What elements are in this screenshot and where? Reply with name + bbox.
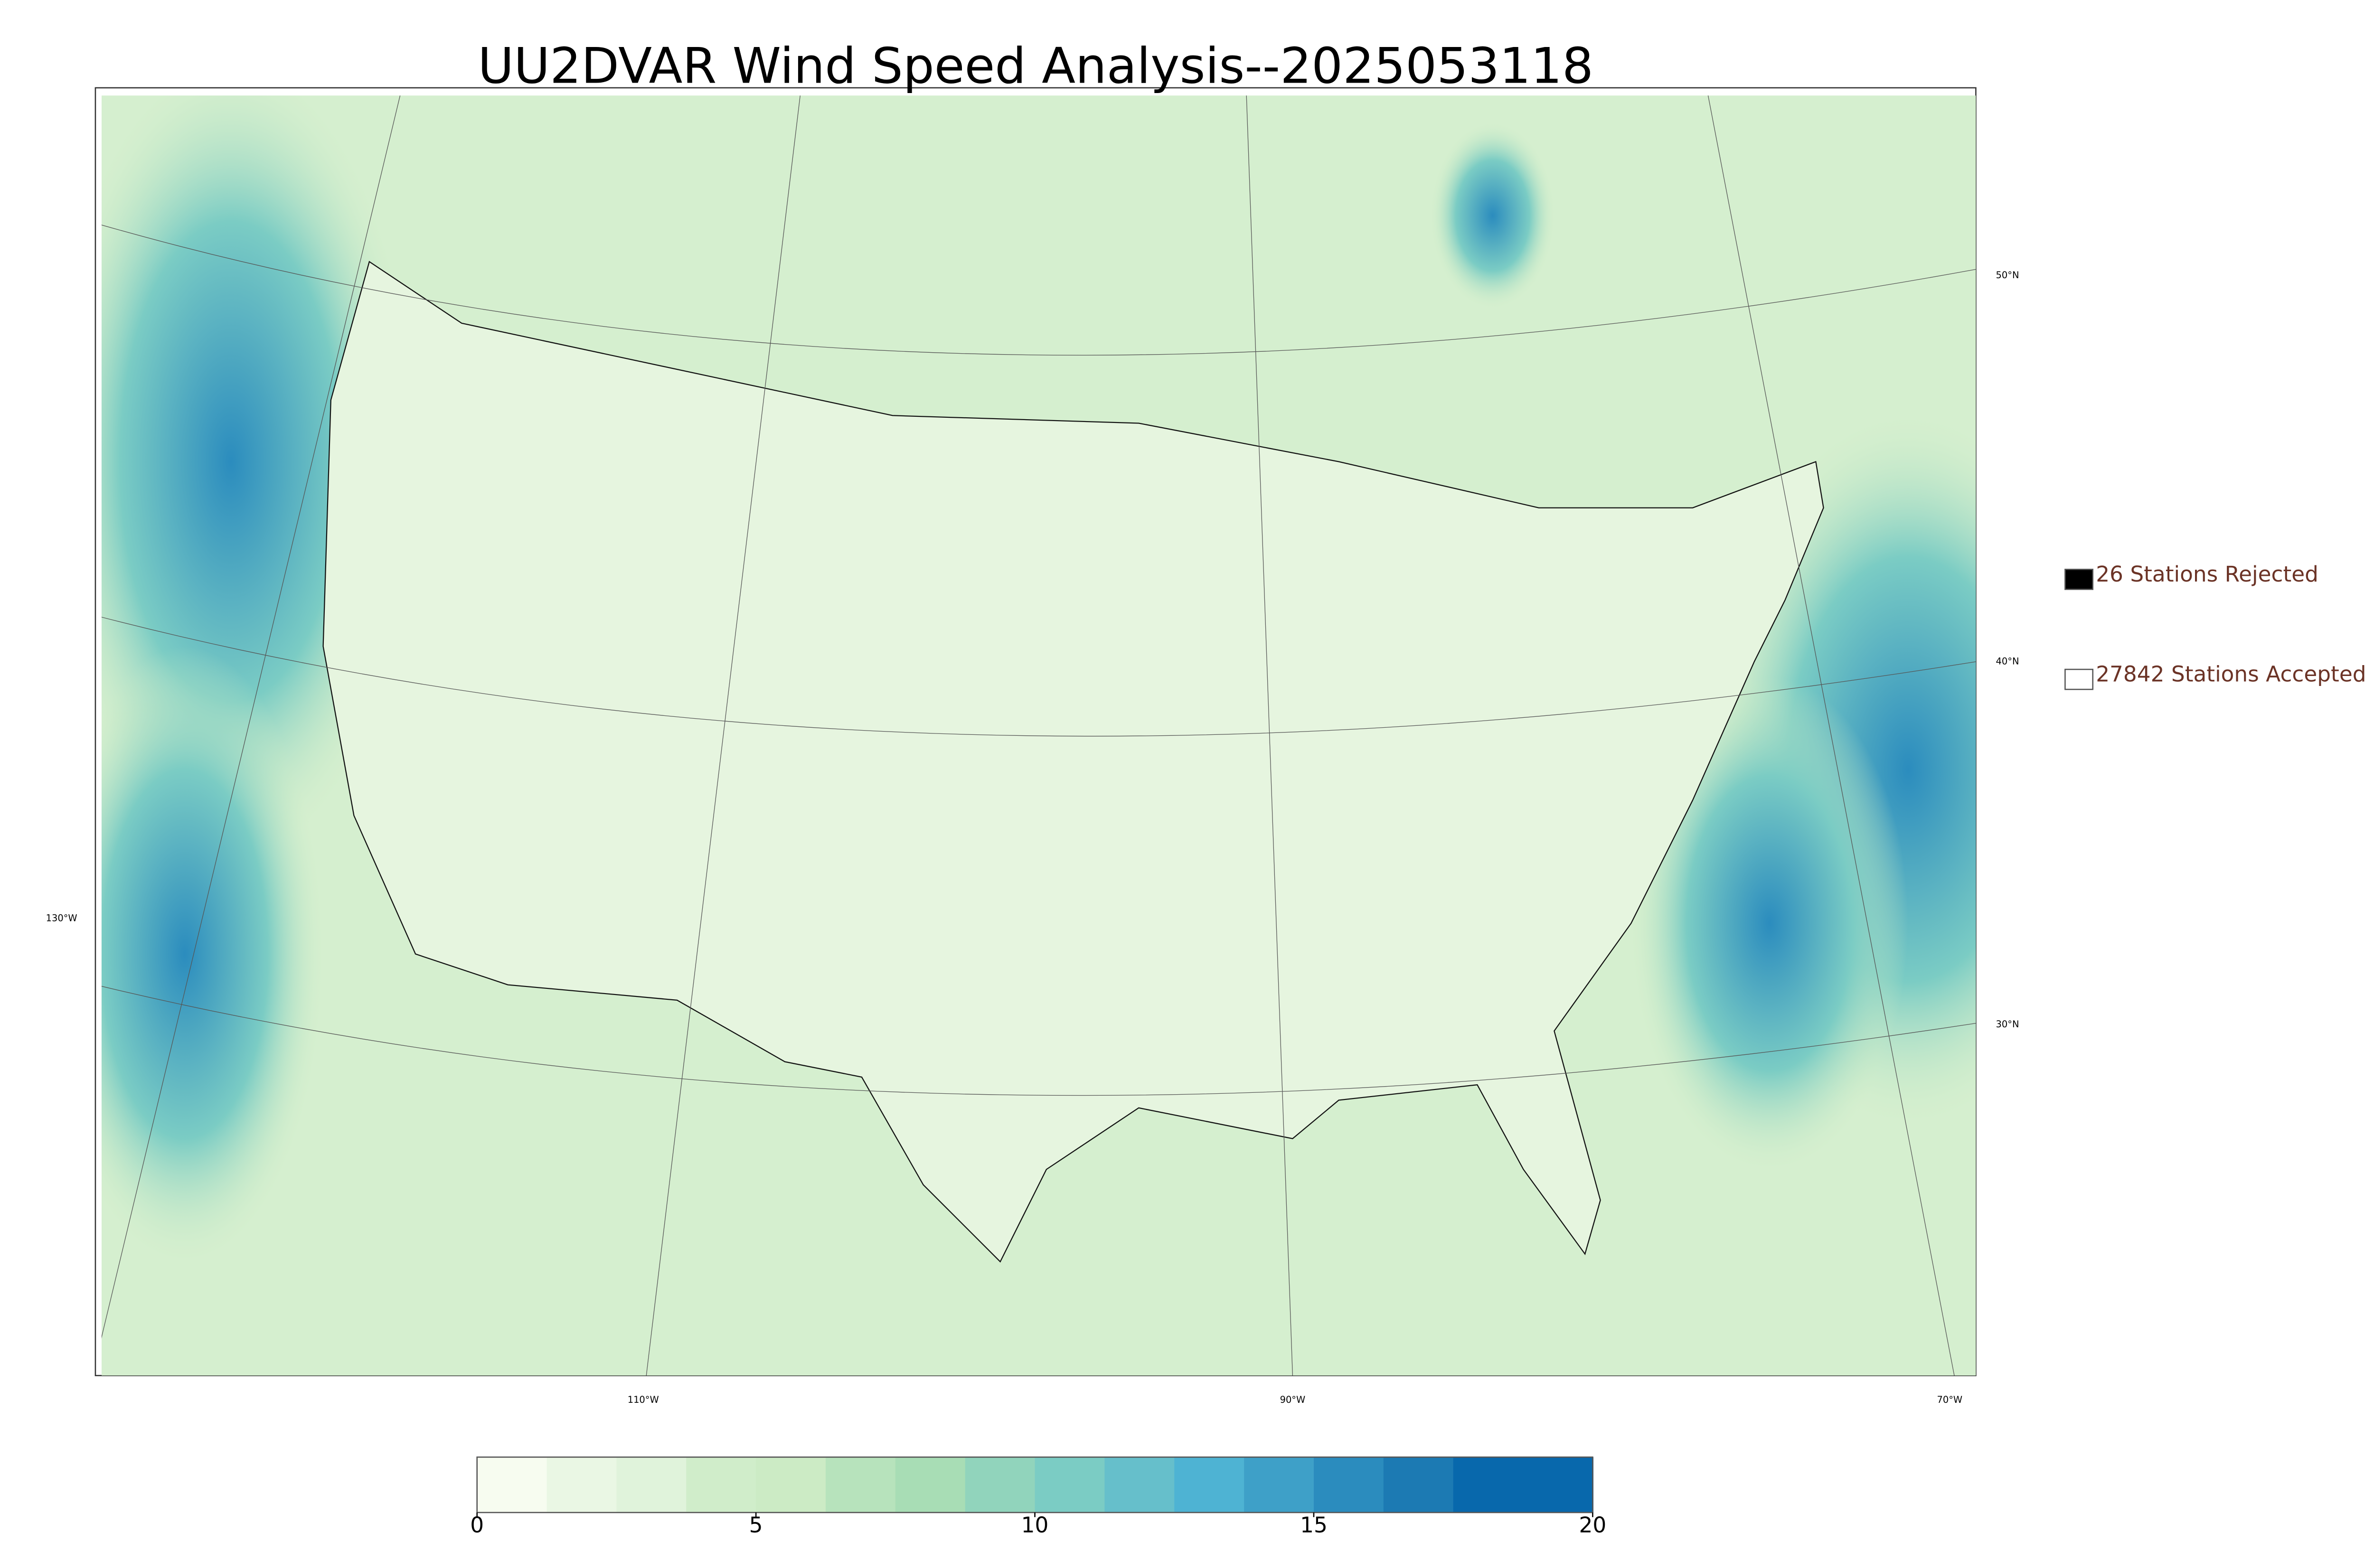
colorbar-band bbox=[1523, 1457, 1594, 1513]
graticule-labels: 50°N 40°N 30°N 130°W 110°W 90°W 70°W bbox=[46, 270, 2019, 1405]
colorbar-tick-label: 5 bbox=[749, 1512, 763, 1538]
colorbar-band bbox=[1453, 1457, 1524, 1513]
colorbar-band bbox=[686, 1457, 757, 1513]
colorbar-band bbox=[1174, 1457, 1245, 1513]
colorbar-band bbox=[1244, 1457, 1315, 1513]
legend: 26 Stations Rejected 27842 Stations Accep… bbox=[2064, 562, 2366, 690]
longitude-label: 110°W bbox=[628, 1394, 659, 1405]
legend-label: 27842 Stations Accepted bbox=[2096, 662, 2366, 687]
colorbar-tick-label: 10 bbox=[1021, 1512, 1049, 1538]
latitude-label: 30°N bbox=[1996, 1019, 2019, 1030]
colorbar-tick-label: 0 bbox=[470, 1512, 484, 1538]
longitude-label: 90°W bbox=[1280, 1394, 1306, 1405]
colorbar-band bbox=[1383, 1457, 1454, 1513]
colorbar-band bbox=[756, 1457, 827, 1513]
legend-label: 26 Stations Rejected bbox=[2096, 562, 2318, 587]
colorbar-band bbox=[616, 1457, 687, 1513]
colorbar-band bbox=[825, 1457, 896, 1513]
longitude-label: 70°W bbox=[1937, 1394, 1962, 1405]
colorbar-band bbox=[1035, 1457, 1106, 1513]
legend-swatch bbox=[2064, 569, 2094, 590]
latitude-label: 50°N bbox=[1996, 270, 2019, 281]
title: UU2DVAR Wind Speed Analysis--2025053118 bbox=[478, 38, 1593, 94]
colorbar-band bbox=[477, 1457, 548, 1513]
colorbar: 0 5 10 15 20 bbox=[470, 1456, 1607, 1538]
colorbar-tick-label: 20 bbox=[1579, 1512, 1607, 1538]
colorbar-band bbox=[895, 1457, 966, 1513]
colorbar-band bbox=[1313, 1457, 1385, 1513]
latitude-label: 40°N bbox=[1996, 656, 2019, 667]
legend-swatch bbox=[2064, 668, 2094, 690]
colorbar-band bbox=[965, 1457, 1036, 1513]
longitude-label: 130°W bbox=[46, 913, 77, 924]
colorbar-band bbox=[546, 1457, 618, 1513]
colorbar-band bbox=[1104, 1457, 1175, 1513]
colorbar-tick-label: 15 bbox=[1300, 1512, 1328, 1538]
map bbox=[94, 87, 1977, 1376]
